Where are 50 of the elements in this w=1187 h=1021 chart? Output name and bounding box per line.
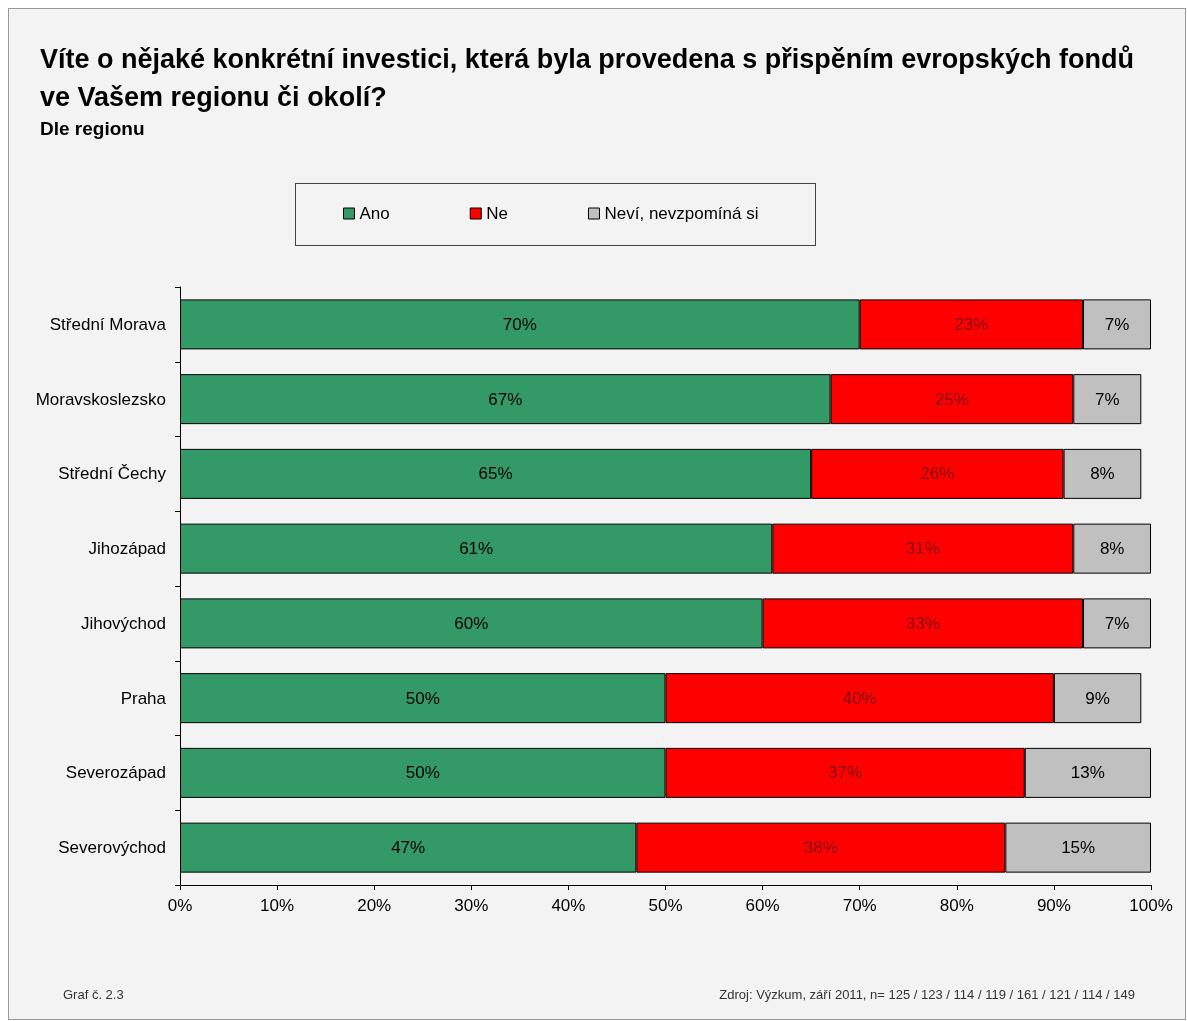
y-tick-label: Střední Morava	[49, 314, 167, 334]
data-label: 60%	[454, 613, 489, 633]
data-label: 15%	[1061, 838, 1096, 858]
data-label: 23%	[954, 314, 989, 334]
legend-label: Ne	[486, 204, 508, 223]
y-tick-label: Praha	[120, 688, 167, 708]
x-tick-label: 60%	[745, 896, 780, 915]
y-tick-label: Severovýchod	[58, 838, 166, 858]
chart-title: Víte o nějaké konkrétní investici, která byla provedena s přispěním evropských fondů ve Vašem regionu či okolí?	[40, 43, 1135, 114]
data-label: 8%	[1090, 464, 1115, 484]
data-label: 50%	[405, 688, 440, 708]
x-tick-label: 80%	[939, 896, 974, 915]
data-label: 7%	[1095, 389, 1120, 409]
data-label: 38%	[803, 838, 838, 858]
y-tick-label: Jihozápad	[88, 539, 166, 559]
legend-label: Ano	[359, 204, 390, 223]
data-label: 40%	[842, 688, 877, 708]
data-label: 61%	[459, 539, 494, 559]
x-tick-label: 30%	[454, 896, 489, 915]
x-tick-label: 100%	[1129, 896, 1173, 915]
data-label: 26%	[920, 464, 955, 484]
data-label: 31%	[905, 539, 940, 559]
x-tick-label: 10%	[260, 896, 295, 915]
text: Zdroj: Výzkum, září 2011, n= 125 / 123 / 114 / 119 / 161 / 121 / 114 / 149	[719, 987, 1135, 1002]
y-tick-label: Střední Čechy	[58, 464, 167, 484]
data-label: 8%	[1099, 539, 1125, 559]
y-tick-label: Moravskoslezsko	[35, 389, 166, 409]
x-tick-label: 20%	[357, 896, 392, 915]
data-label: 7%	[1104, 613, 1130, 633]
x-tick-label: 50%	[648, 896, 683, 915]
data-label: 65%	[478, 464, 513, 484]
x-tick-label: 0%	[167, 896, 193, 915]
legend-label: Neví, nevzpomíná si	[604, 204, 759, 223]
data-label: 33%	[905, 613, 940, 633]
data-label: 67%	[488, 389, 523, 409]
data-label: 37%	[828, 763, 863, 783]
x-tick-label: 40%	[551, 896, 586, 915]
data-label: 13%	[1070, 763, 1105, 783]
chart-subtitle: Dle regionu	[40, 118, 145, 140]
y-tick-label: Severozápad	[65, 763, 166, 783]
x-tick-label: 70%	[842, 896, 877, 915]
data-label: 50%	[405, 763, 440, 783]
x-tick-label: 90%	[1036, 896, 1071, 915]
data-label: 7%	[1104, 314, 1130, 334]
data-label: 25%	[934, 389, 969, 409]
text: Graf č. 2.3	[63, 987, 124, 1002]
y-tick-label: Jihovýchod	[80, 613, 166, 633]
data-label: 9%	[1085, 688, 1110, 708]
data-label: 70%	[502, 314, 537, 334]
data-label: 47%	[391, 838, 426, 858]
